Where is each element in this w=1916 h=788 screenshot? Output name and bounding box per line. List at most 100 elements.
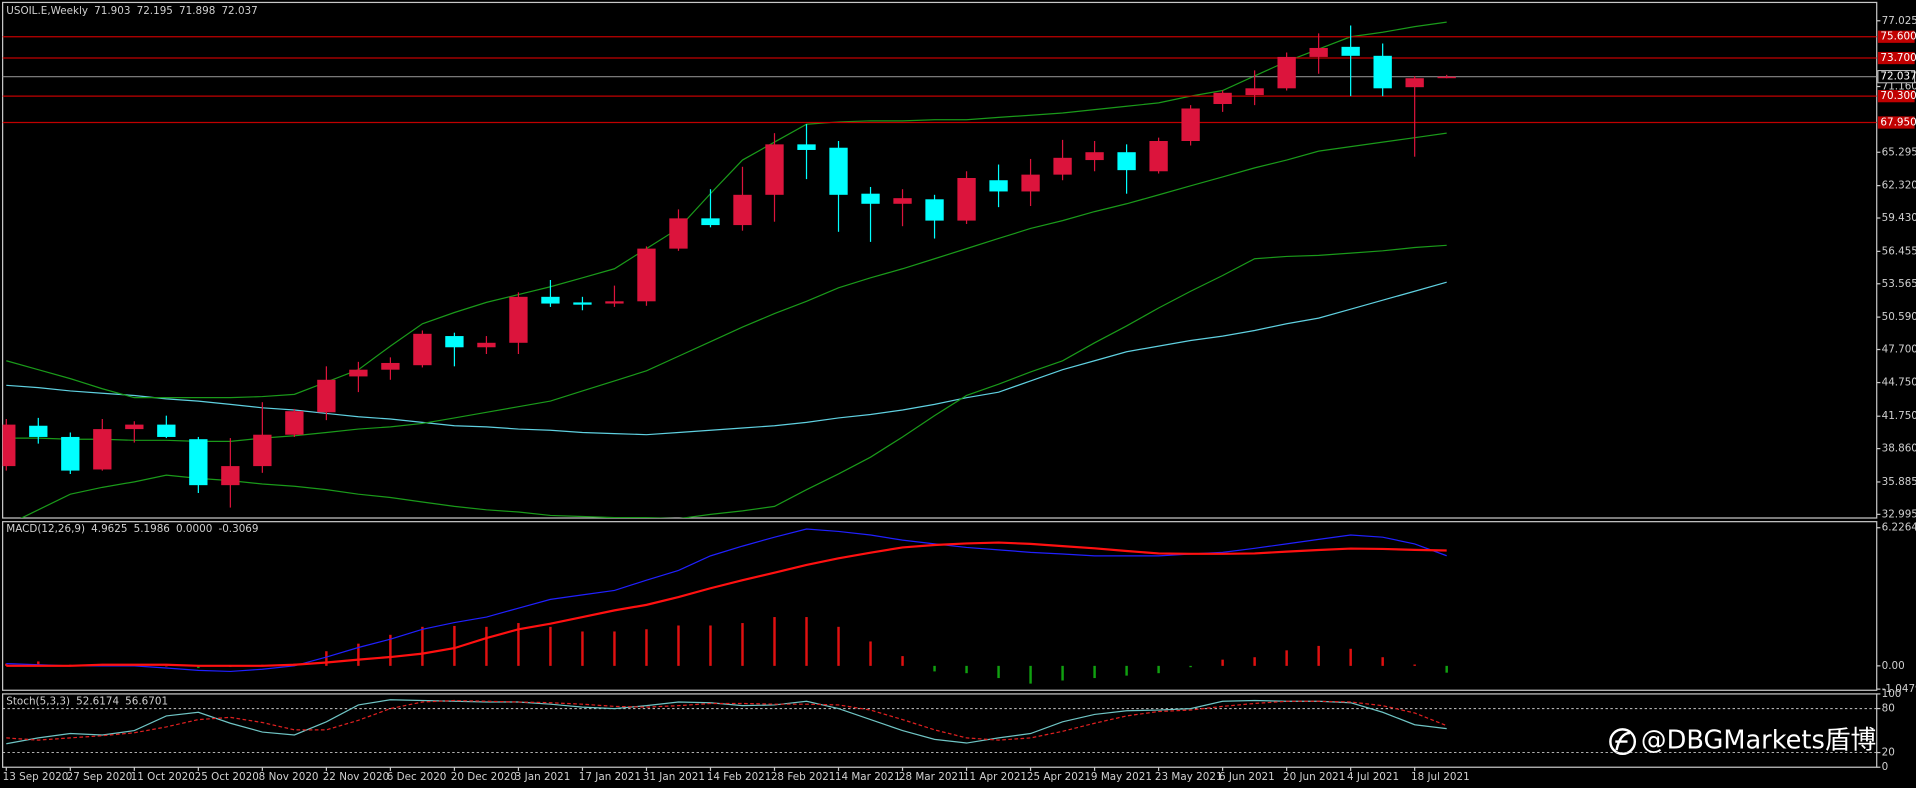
indicator-name: Stoch(5,3,3)	[6, 695, 70, 707]
x-tick-label: 9 May 2021	[1091, 771, 1152, 783]
level-label-box	[1877, 90, 1915, 103]
candle-body	[221, 466, 240, 486]
x-tick-label: 3 Jan 2021	[515, 771, 571, 783]
histogram-bar	[869, 641, 872, 666]
x-tick-label: 27 Sep 2020	[67, 771, 133, 783]
candle-body	[1309, 47, 1328, 57]
histogram-bar	[709, 625, 712, 666]
overlay-line	[6, 281, 1447, 436]
candle-body	[285, 411, 304, 435]
x-tick-label: 11 Apr 2021	[963, 771, 1027, 783]
histogram-bar	[997, 665, 1000, 679]
candle-body	[829, 147, 848, 195]
histogram-bar	[677, 625, 680, 666]
candle-body	[669, 218, 688, 249]
readout-value: -0.3069	[218, 523, 258, 535]
x-tick-label: 25 Apr 2021	[1027, 771, 1091, 783]
histogram-bar	[357, 643, 360, 666]
histogram-bar	[37, 661, 40, 666]
panel-header: Stoch(5,3,3) 52.6174 56.6701	[6, 695, 168, 707]
y-tick-label: 62.320	[1882, 180, 1916, 192]
histogram-bar	[517, 623, 520, 666]
y-tick-label: 53.565	[1882, 278, 1916, 290]
candle-body	[1213, 92, 1232, 105]
histogram-bar	[549, 626, 552, 666]
x-tick-label: 11 Oct 2020	[131, 771, 195, 783]
histogram-bar	[1157, 665, 1160, 674]
overlay-line	[6, 21, 1447, 399]
candle-body	[765, 144, 784, 195]
x-tick-label: 23 May 2021	[1155, 771, 1223, 783]
y-tick-label: 35.885	[1882, 476, 1916, 488]
y-tick-label: 47.700	[1882, 344, 1916, 356]
level-label: 75.600	[1880, 31, 1916, 43]
y-tick-label: 100	[1882, 688, 1902, 700]
macd-panel-frame	[2, 521, 1878, 691]
readout-value: 4.9625	[91, 523, 127, 535]
candle-body	[797, 144, 816, 150]
candle-body	[541, 296, 560, 304]
main-panel-frame	[2, 1, 1878, 519]
candle-body	[253, 434, 272, 467]
x-tick-label: 31 Jan 2021	[643, 771, 705, 783]
candle-body	[861, 193, 880, 204]
x-tick-label: 8 Nov 2020	[259, 771, 319, 783]
readout-value: 0.0000	[176, 523, 212, 535]
overlay-line	[20, 244, 1447, 519]
histogram-bar	[389, 634, 392, 666]
y-tick-label: 0.00	[1882, 660, 1905, 672]
candle-body	[2, 424, 16, 467]
candle-body	[893, 198, 912, 204]
histogram-bar	[1221, 659, 1224, 666]
candle-body	[509, 296, 528, 343]
macd-line	[6, 541, 1447, 667]
level-label-box	[1877, 30, 1915, 43]
y-tick-label: 44.750	[1882, 377, 1916, 389]
readout-value: 71.903	[94, 5, 130, 17]
readout-value: 72.195	[137, 5, 173, 17]
indicator-name: MACD(12,26,9)	[6, 523, 85, 535]
x-tick-label: 4 Jul 2021	[1347, 771, 1399, 783]
candle-body	[317, 379, 336, 413]
y-tick-label: 0	[1882, 761, 1889, 773]
candle-body	[29, 425, 48, 437]
stoch-line	[6, 699, 1447, 745]
candle-body	[381, 362, 400, 370]
histogram-bar	[581, 631, 584, 666]
y-tick-label: 65.295	[1882, 146, 1916, 158]
histogram-bar	[1093, 665, 1096, 679]
x-tick-label: 25 Oct 2020	[195, 771, 259, 783]
candle-body	[1021, 174, 1040, 192]
candle-body	[413, 333, 432, 366]
histogram-bar	[325, 651, 328, 666]
candle-body	[1053, 157, 1072, 175]
y-tick-label: 77.025	[1882, 15, 1916, 27]
y-tick-label: 71.160	[1882, 81, 1916, 93]
panel-header: USOIL.E,Weekly 71.903 72.195 71.898 72.037	[6, 5, 257, 17]
y-tick-label: 41.750	[1882, 410, 1916, 422]
main-plot	[2, 21, 1877, 519]
stoch-panel-frame	[2, 693, 1878, 768]
y-tick-label: -1.0479	[1882, 683, 1916, 695]
macd-plot	[5, 528, 1448, 684]
histogram-bar	[1189, 665, 1192, 668]
x-tick-label: 6 Jun 2021	[1219, 771, 1275, 783]
histogram-bar	[1125, 665, 1128, 676]
y-tick-label: 20	[1882, 747, 1895, 759]
candle-body	[477, 342, 496, 348]
level-label-box	[1877, 51, 1915, 65]
x-tick-label: 13 Sep 2020	[3, 771, 69, 783]
histogram-bar	[965, 665, 968, 674]
histogram-bar	[1445, 665, 1448, 673]
candle-body	[189, 439, 208, 486]
level-label: 67.950	[1880, 117, 1916, 129]
histogram-bar	[197, 665, 200, 669]
candle-body	[1373, 55, 1392, 89]
x-tick-label: 28 Feb 2021	[771, 771, 836, 783]
candle-body	[1117, 152, 1136, 171]
readout-value: 71.898	[179, 5, 215, 17]
histogram-bar	[1253, 657, 1256, 666]
x-tick-label: 20 Dec 2020	[451, 771, 517, 783]
